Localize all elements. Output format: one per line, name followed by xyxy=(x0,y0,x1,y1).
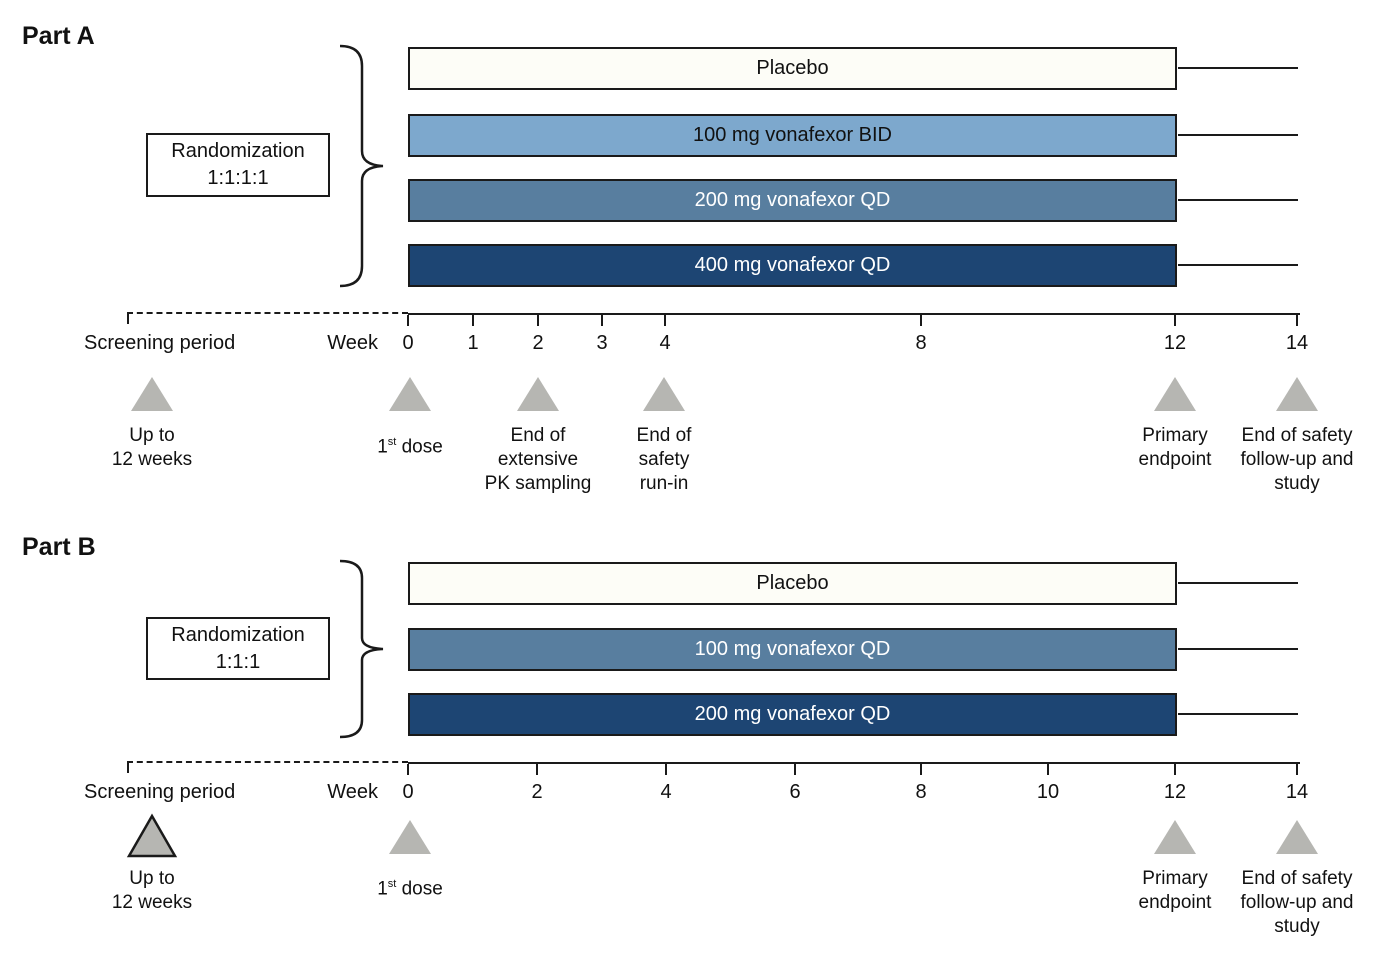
part-a-screening-triangle-icon xyxy=(131,377,173,411)
part-b-event-end-of-study-label: End of safety follow-up and study xyxy=(1240,868,1354,937)
part-b-arm-100qd-label: 100 mg vonafexor QD xyxy=(694,638,891,660)
part-a-followup-line-2 xyxy=(1178,134,1298,136)
part-b-ticklabel-2: 2 xyxy=(531,781,543,803)
part-b-tick-8 xyxy=(920,764,922,775)
part-b-arm-200qd: 200 mg vonafexor QD xyxy=(408,693,1177,736)
part-b-tick-14 xyxy=(1296,764,1298,775)
part-b-arm-100qd: 100 mg vonafexor QD xyxy=(408,628,1177,671)
part-a-event-end-of-study-label: End of safety follow-up and study xyxy=(1240,425,1354,494)
part-a-arm-100bid: 100 mg vonafexor BID xyxy=(408,114,1177,157)
part-a-screening-start-tick xyxy=(127,313,129,324)
part-a-end-pk-triangle-icon xyxy=(517,377,559,411)
part-b-event-first-dose-label: 1st dose xyxy=(377,878,443,900)
part-b-tick-0 xyxy=(407,764,409,775)
part-a-ticklabel-3: 3 xyxy=(596,332,608,354)
part-a-ticklabel-4: 4 xyxy=(659,332,671,354)
part-a-event-end-pk-label: End of extensive PK sampling xyxy=(484,425,592,494)
part-b-brace xyxy=(339,559,384,739)
part-a-arm-placebo-label: Placebo xyxy=(756,57,829,79)
part-a-arm-400qd-label: 400 mg vonafexor QD xyxy=(694,254,891,276)
part-a-end-of-study-triangle-icon xyxy=(1276,377,1318,411)
part-b-screening-start-tick xyxy=(127,762,129,773)
part-a-event-screening-label: Up to 12 weeks xyxy=(111,425,193,470)
part-a-event-end-safety-runin-label: End of safety run-in xyxy=(636,425,692,494)
part-b-tick-12 xyxy=(1174,764,1176,775)
part-b-end-of-study-triangle-icon xyxy=(1276,820,1318,854)
part-b-followup-line-1 xyxy=(1178,582,1298,584)
part-a-followup-line-3 xyxy=(1178,199,1298,201)
part-b-first-dose-triangle-icon xyxy=(389,820,431,854)
part-a-ticklabel-8: 8 xyxy=(915,332,927,354)
part-a-tick-0 xyxy=(407,315,409,326)
part-a-tick-12 xyxy=(1174,315,1176,326)
part-a-tick-8 xyxy=(920,315,922,326)
part-a-primary-endpoint-triangle-icon xyxy=(1154,377,1196,411)
part-b-ticklabel-10: 10 xyxy=(1036,781,1060,803)
part-a-tick-1 xyxy=(472,315,474,326)
part-a-followup-line-1 xyxy=(1178,67,1298,69)
part-a-randomization-line1: Randomization xyxy=(171,140,305,162)
part-b-axis-line xyxy=(408,762,1300,764)
part-b-title: Part B xyxy=(22,533,96,561)
part-a-tick-2 xyxy=(537,315,539,326)
part-b-arm-200qd-label: 200 mg vonafexor QD xyxy=(694,703,891,725)
part-a-screening-dashed-line xyxy=(127,312,408,314)
part-b-ticklabel-12: 12 xyxy=(1163,781,1187,803)
part-b-screening-dashed-line xyxy=(127,761,408,763)
part-b-arm-placebo-label: Placebo xyxy=(756,572,829,594)
part-b-followup-line-3 xyxy=(1178,713,1298,715)
part-a-arm-200qd: 200 mg vonafexor QD xyxy=(408,179,1177,222)
part-a-title: Part A xyxy=(22,22,95,50)
part-b-ticklabel-0: 0 xyxy=(402,781,414,803)
part-a-arm-placebo: Placebo xyxy=(408,47,1177,90)
part-b-followup-line-2 xyxy=(1178,648,1298,650)
part-a-event-primary-endpoint-label: Primary endpoint xyxy=(1138,425,1212,470)
part-b-ticklabel-6: 6 xyxy=(789,781,801,803)
part-a-first-dose-triangle-icon xyxy=(389,377,431,411)
part-b-tick-2 xyxy=(536,764,538,775)
part-a-brace xyxy=(339,44,384,288)
part-b-week-label: Week xyxy=(327,781,378,803)
part-a-ticklabel-2: 2 xyxy=(532,332,544,354)
part-a-randomization-box: Randomization 1:1:1:1 xyxy=(146,133,330,197)
part-b-randomization-line2: 1:1:1 xyxy=(215,650,261,673)
part-a-tick-3 xyxy=(601,315,603,326)
part-b-randomization-line1: Randomization xyxy=(171,623,305,646)
part-a-end-safety-runin-triangle-icon xyxy=(643,377,685,411)
part-b-ticklabel-8: 8 xyxy=(915,781,927,803)
part-a-screening-label: Screening period xyxy=(84,332,236,354)
part-a-axis-line xyxy=(408,313,1300,315)
part-b-arm-placebo: Placebo xyxy=(408,562,1177,605)
part-b-primary-endpoint-triangle-icon xyxy=(1154,820,1196,854)
part-b-event-screening-label: Up to 12 weeks xyxy=(111,868,193,913)
part-a-arm-200qd-label: 200 mg vonafexor QD xyxy=(694,189,891,211)
part-a-event-first-dose-label: 1st dose xyxy=(377,436,443,458)
part-a-ticklabel-12: 12 xyxy=(1163,332,1187,354)
part-a-arm-400qd: 400 mg vonafexor QD xyxy=(408,244,1177,287)
part-a-ticklabel-1: 1 xyxy=(467,332,479,354)
part-a-ticklabel-0: 0 xyxy=(402,332,414,354)
part-b-ticklabel-14: 14 xyxy=(1285,781,1309,803)
part-b-tick-4 xyxy=(665,764,667,775)
part-b-randomization-box: Randomization 1:1:1 xyxy=(146,617,330,680)
part-b-screening-label: Screening period xyxy=(84,781,236,803)
part-b-screening-triangle-icon xyxy=(126,813,178,858)
part-b-event-primary-endpoint-label: Primary endpoint xyxy=(1138,868,1212,913)
part-a-tick-4 xyxy=(664,315,666,326)
part-b-ticklabel-4: 4 xyxy=(660,781,672,803)
part-a-tick-14 xyxy=(1296,315,1298,326)
part-a-randomization-line2: 1:1:1:1 xyxy=(207,167,269,189)
part-a-ticklabel-14: 14 xyxy=(1285,332,1309,354)
part-a-followup-line-4 xyxy=(1178,264,1298,266)
part-b-tick-10 xyxy=(1047,764,1049,775)
part-a-week-label: Week xyxy=(327,332,378,354)
part-b-tick-6 xyxy=(794,764,796,775)
part-a-arm-100bid-label: 100 mg vonafexor BID xyxy=(693,124,892,146)
